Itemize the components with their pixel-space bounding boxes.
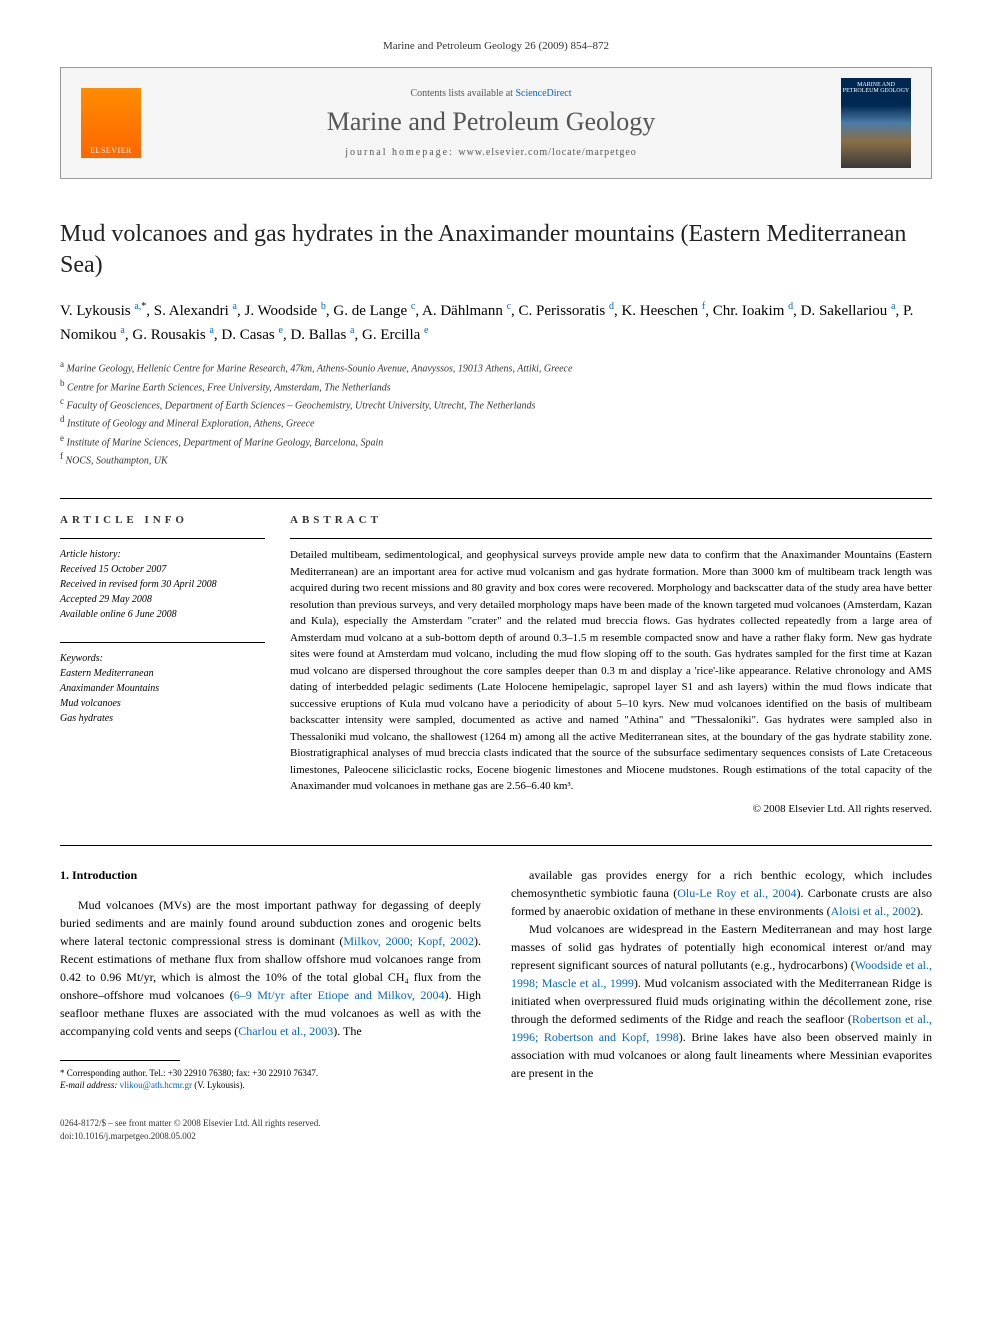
article-info-heading: ARTICLE INFO bbox=[60, 514, 265, 526]
footnote-separator bbox=[60, 1060, 180, 1061]
history-label: Article history: bbox=[60, 547, 265, 562]
history-revised: Received in revised form 30 April 2008 bbox=[60, 577, 265, 592]
homepage-url[interactable]: www.elsevier.com/locate/marpetgeo bbox=[458, 147, 636, 158]
abstract-heading: ABSTRACT bbox=[290, 514, 932, 526]
body-column-right: available gas provides energy for a rich… bbox=[511, 866, 932, 1142]
journal-cover-thumbnail: MARINE AND PETROLEUM GEOLOGY bbox=[841, 78, 911, 168]
homepage-line: journal homepage: www.elsevier.com/locat… bbox=[161, 147, 821, 158]
article-title: Mud volcanoes and gas hydrates in the An… bbox=[60, 219, 932, 281]
issn-line: 0264-8172/$ – see front matter © 2008 El… bbox=[60, 1117, 481, 1130]
affiliation-item: d Institute of Geology and Mineral Explo… bbox=[60, 413, 932, 431]
corresponding-author-footnote: * Corresponding author. Tel.: +30 22910 … bbox=[60, 1067, 481, 1092]
journal-header: ELSEVIER Contents lists available at Sci… bbox=[60, 67, 932, 179]
copyright-line: © 2008 Elsevier Ltd. All rights reserved… bbox=[290, 803, 932, 815]
body-paragraph: available gas provides energy for a rich… bbox=[511, 866, 932, 920]
history-received: Received 15 October 2007 bbox=[60, 562, 265, 577]
keywords-label: Keywords: bbox=[60, 651, 265, 666]
affiliation-item: c Faculty of Geosciences, Department of … bbox=[60, 395, 932, 413]
email-suffix: (V. Lykousis). bbox=[192, 1080, 245, 1090]
keyword-item: Gas hydrates bbox=[60, 711, 265, 726]
authors-list: V. Lykousis a,*, S. Alexandri a, J. Wood… bbox=[60, 299, 932, 346]
body-paragraph: Mud volcanoes (MVs) are the most importa… bbox=[60, 896, 481, 1040]
contents-line: Contents lists available at ScienceDirec… bbox=[161, 88, 821, 99]
keywords-block: Keywords: Eastern MediterraneanAnaximand… bbox=[60, 642, 265, 726]
keyword-item: Anaximander Mountains bbox=[60, 681, 265, 696]
keyword-item: Mud volcanoes bbox=[60, 696, 265, 711]
introduction-heading: 1. Introduction bbox=[60, 866, 481, 884]
journal-reference: Marine and Petroleum Geology 26 (2009) 8… bbox=[60, 40, 932, 52]
abstract-text: Detailed multibeam, sedimentological, an… bbox=[290, 538, 932, 795]
elsevier-logo: ELSEVIER bbox=[81, 88, 141, 158]
homepage-prefix: journal homepage: bbox=[345, 147, 458, 158]
corresponding-email[interactable]: vlikou@ath.hcmr.gr bbox=[120, 1080, 192, 1090]
affiliation-item: f NOCS, Southampton, UK bbox=[60, 450, 932, 468]
affiliation-item: a Marine Geology, Hellenic Centre for Ma… bbox=[60, 358, 932, 376]
affiliations-list: a Marine Geology, Hellenic Centre for Ma… bbox=[60, 358, 932, 468]
contents-prefix: Contents lists available at bbox=[410, 88, 515, 99]
doi-line: doi:10.1016/j.marpetgeo.2008.05.002 bbox=[60, 1130, 481, 1143]
affiliation-item: e Institute of Marine Sciences, Departme… bbox=[60, 432, 932, 450]
journal-name: Marine and Petroleum Geology bbox=[161, 107, 821, 137]
history-accepted: Accepted 29 May 2008 bbox=[60, 592, 265, 607]
bottom-metadata: 0264-8172/$ – see front matter © 2008 El… bbox=[60, 1117, 481, 1142]
sciencedirect-link[interactable]: ScienceDirect bbox=[515, 88, 571, 99]
body-column-left: 1. Introduction Mud volcanoes (MVs) are … bbox=[60, 866, 481, 1142]
history-online: Available online 6 June 2008 bbox=[60, 607, 265, 622]
footnote-line1: * Corresponding author. Tel.: +30 22910 … bbox=[60, 1067, 481, 1080]
footnote-line2: E-mail address: vlikou@ath.hcmr.gr (V. L… bbox=[60, 1079, 481, 1092]
keyword-item: Eastern Mediterranean bbox=[60, 666, 265, 681]
email-label: E-mail address: bbox=[60, 1080, 120, 1090]
affiliation-item: b Centre for Marine Earth Sciences, Free… bbox=[60, 377, 932, 395]
body-paragraph: Mud volcanoes are widespread in the East… bbox=[511, 920, 932, 1082]
article-history: Article history: Received 15 October 200… bbox=[60, 538, 265, 622]
